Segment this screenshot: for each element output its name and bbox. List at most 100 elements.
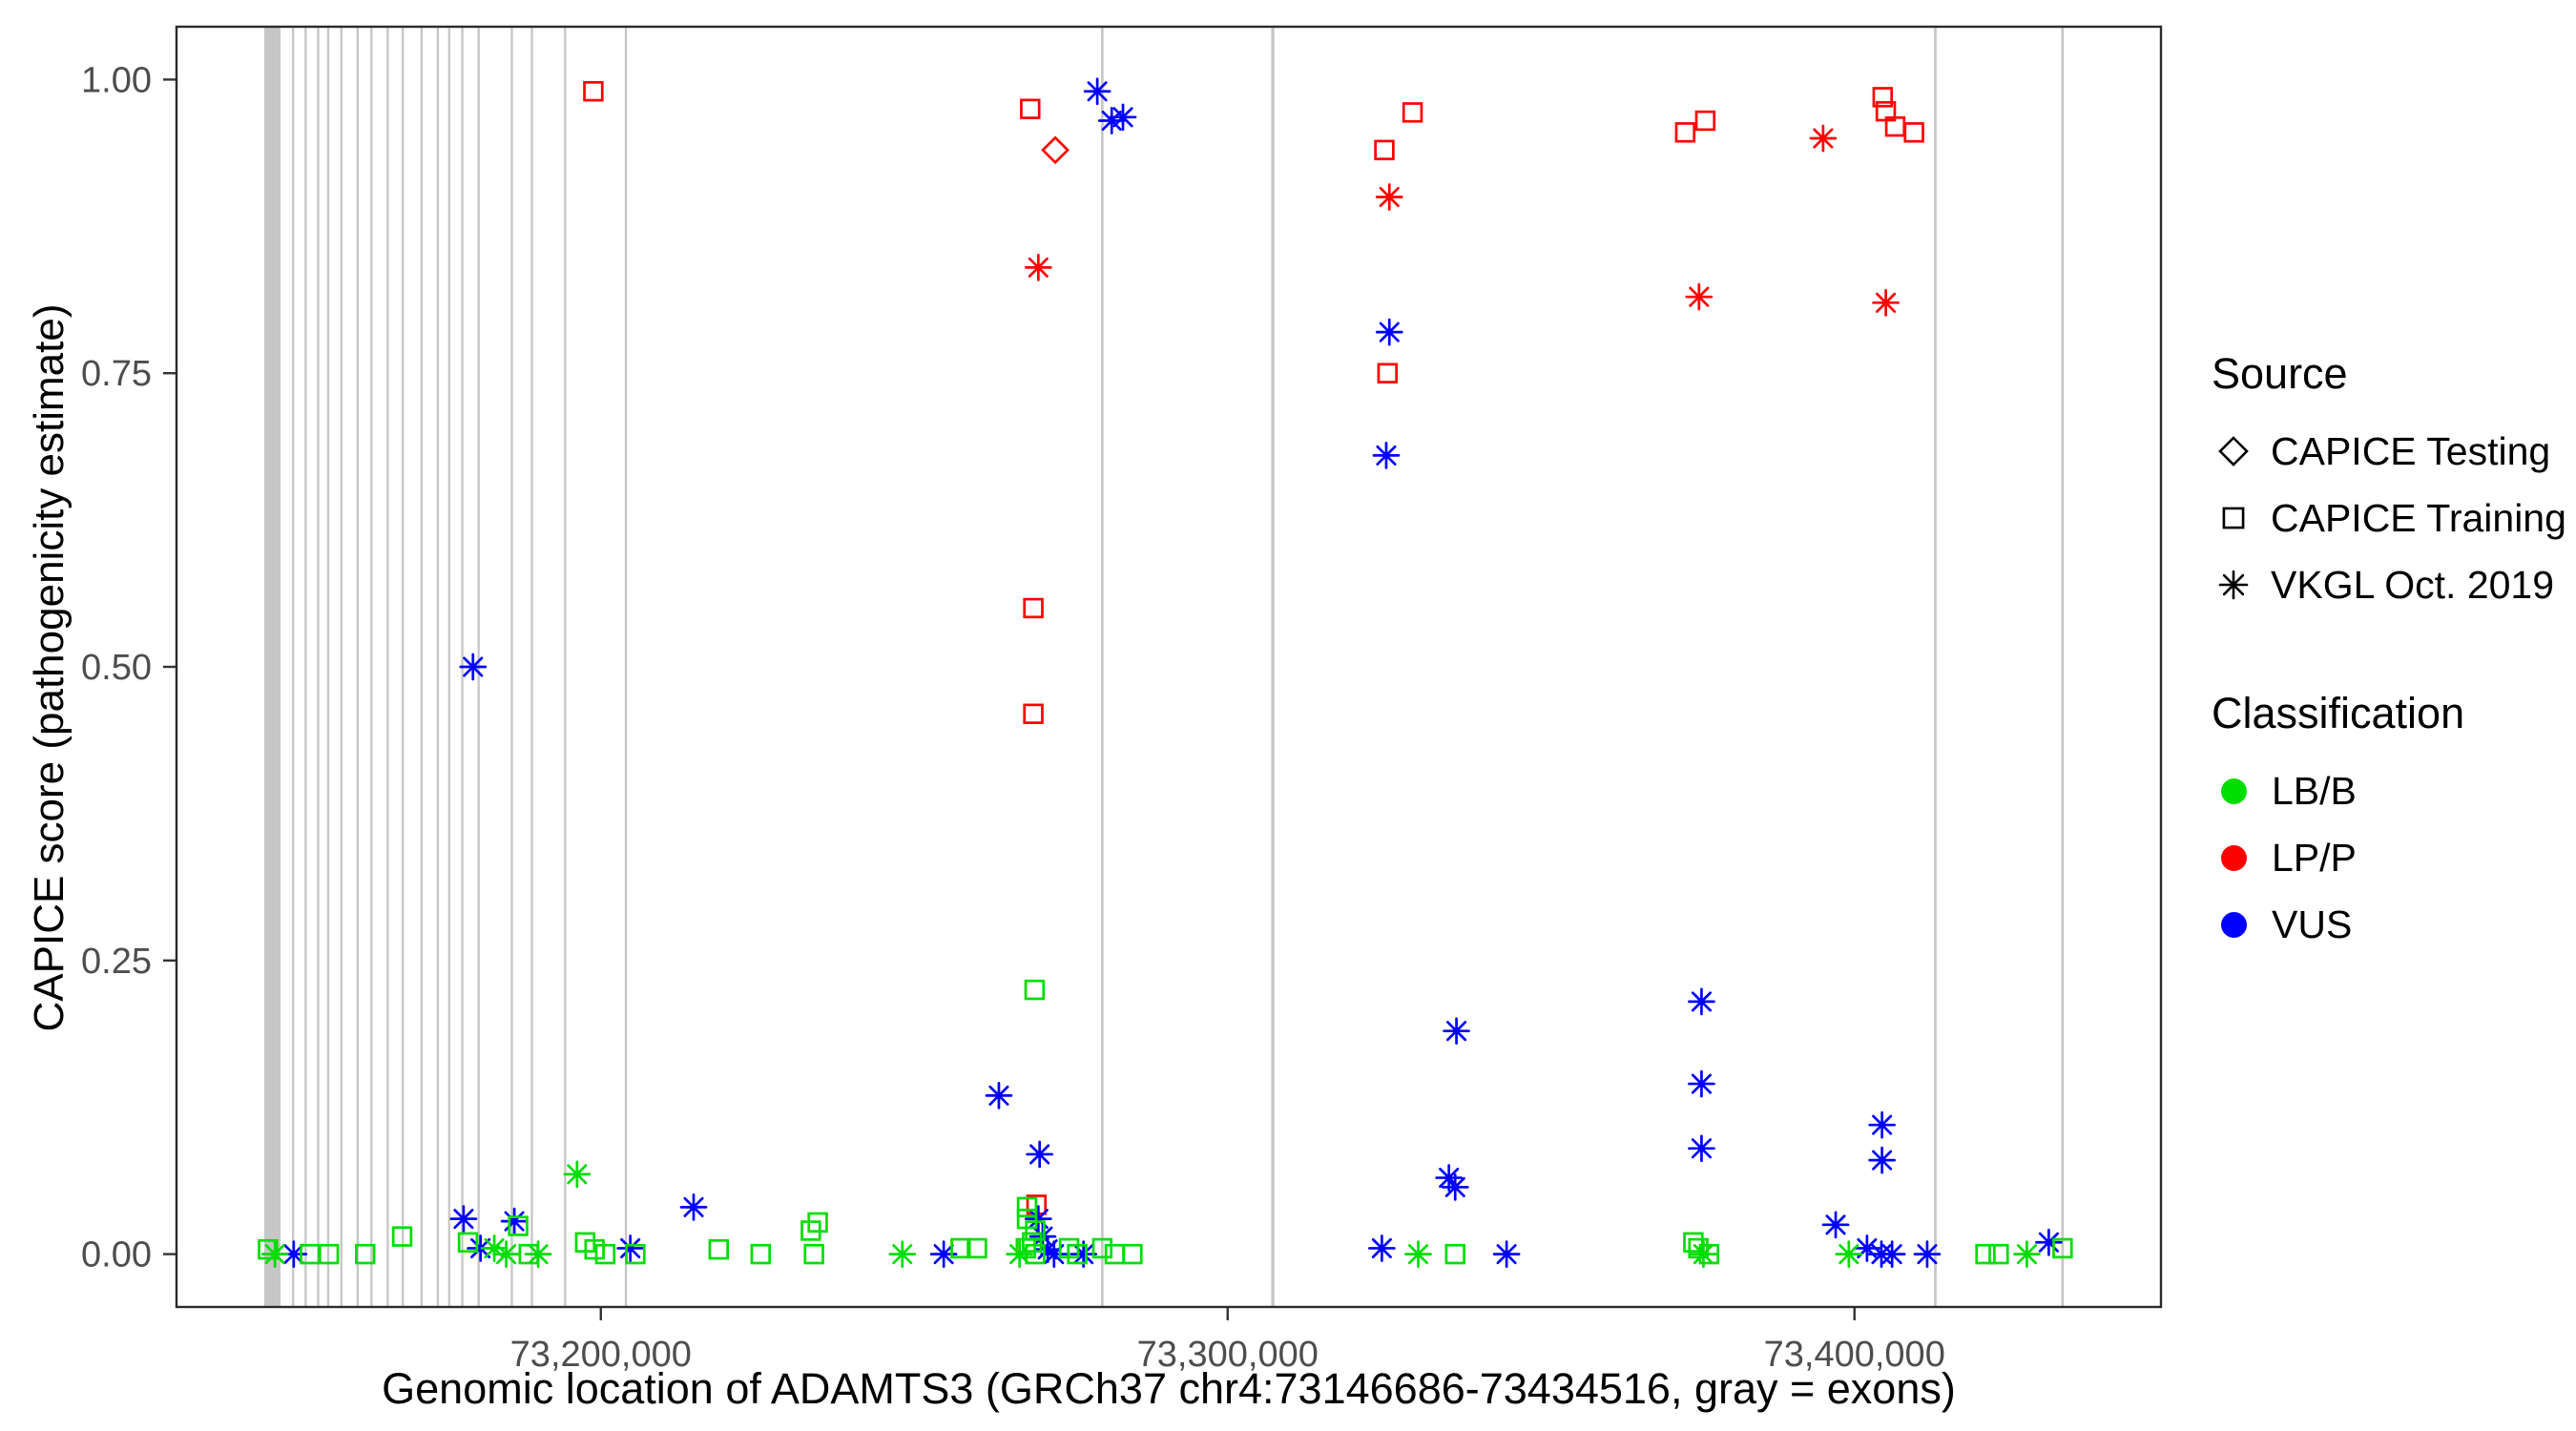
- data-point: [1025, 1205, 1052, 1234]
- data-point: [1104, 1243, 1126, 1265]
- data-point: [966, 1237, 987, 1259]
- y-tick-label: 0.75: [81, 354, 152, 394]
- y-tick-label: 0.25: [81, 942, 152, 982]
- data-point: [1091, 1237, 1113, 1259]
- data-point: [1878, 1240, 1906, 1268]
- exon-line: [624, 27, 628, 1307]
- exon-line: [436, 27, 440, 1307]
- data-point: [1375, 183, 1403, 211]
- exon-line: [1271, 27, 1275, 1307]
- legend-source-title: Source: [2212, 349, 2348, 398]
- data-point: [803, 1243, 824, 1265]
- legend-item-label: CAPICE Training: [2271, 495, 2566, 540]
- data-point: [1026, 1140, 1054, 1169]
- exon-line: [386, 27, 389, 1307]
- data-point: [1122, 1243, 1143, 1265]
- data-point: [1067, 1243, 1088, 1265]
- data-point: [500, 1207, 529, 1235]
- data-point: [1377, 363, 1398, 384]
- data-point: [467, 1234, 494, 1262]
- x-axis-title: Genomic location of ADAMTS3 (GRCh37 chr4…: [382, 1364, 1956, 1413]
- data-point: [679, 1193, 708, 1221]
- data-point: [524, 1240, 552, 1268]
- data-point: [616, 1234, 645, 1262]
- data-point: [2222, 507, 2245, 529]
- data-point: [1444, 1243, 1465, 1265]
- y-tick-label: 0.00: [81, 1235, 152, 1275]
- data-point: [355, 1243, 376, 1265]
- exon-line: [447, 27, 450, 1307]
- data-point: [1368, 1234, 1396, 1262]
- legend-item-vkgl: VKGL Oct. 2019: [2212, 551, 2574, 618]
- data-point: [280, 1240, 308, 1268]
- data-point: [508, 1215, 529, 1236]
- panel-border: [175, 25, 2163, 1309]
- data-point: [1690, 1240, 1717, 1268]
- data-point: [1441, 1173, 1469, 1201]
- data-point: [1097, 107, 1126, 135]
- data-point: [1023, 703, 1044, 724]
- data-point: [1809, 124, 1838, 153]
- data-point: [1913, 1240, 1942, 1268]
- data-point: [1872, 288, 1900, 317]
- data-point: [2218, 570, 2249, 600]
- data-point: [260, 1240, 289, 1268]
- asterisk-icon: [2218, 570, 2249, 600]
- y-axis-title: CAPICE score (pathogenicity estimate): [26, 303, 73, 1032]
- data-point: [625, 1243, 646, 1265]
- data-point: [1835, 1240, 1863, 1268]
- data-point: [1853, 1234, 1881, 1262]
- data-point: [563, 1160, 592, 1189]
- legend-item-vus: VUS: [2212, 891, 2574, 958]
- data-point: [584, 1238, 605, 1260]
- data-point: [1028, 1222, 1057, 1251]
- data-point: [1872, 87, 1894, 108]
- data-point: [2052, 1237, 2073, 1259]
- exon-line: [530, 27, 533, 1307]
- data-point: [1070, 1240, 1097, 1268]
- legend-item-capice-testing: CAPICE Testing: [2212, 418, 2574, 485]
- x-tick-label: 73,400,000: [1764, 1335, 1945, 1375]
- exon-line: [263, 27, 281, 1307]
- exon-line: [420, 27, 424, 1307]
- legend-item-capice-training: CAPICE Training: [2212, 485, 2574, 551]
- data-point: [950, 1237, 971, 1259]
- data-point: [1685, 282, 1714, 311]
- data-point: [1025, 254, 1052, 281]
- data-point: [1435, 1164, 1464, 1192]
- data-point: [1694, 110, 1716, 132]
- data-point: [1083, 77, 1111, 106]
- data-point: [985, 1082, 1013, 1110]
- exon-line: [292, 27, 295, 1307]
- data-point: [807, 1212, 828, 1234]
- legend-item-label: CAPICE Testing: [2271, 428, 2551, 473]
- data-point: [1688, 1237, 1709, 1259]
- data-point: [750, 1243, 772, 1265]
- legend-item-label: VKGL Oct. 2019: [2271, 562, 2555, 607]
- data-point: [1372, 442, 1401, 469]
- legend-item-label: LB/B: [2272, 768, 2357, 813]
- exon-line: [1934, 27, 1937, 1307]
- data-point: [1868, 1146, 1896, 1174]
- data-point: [1688, 987, 1715, 1016]
- legend-item-lbb: LB/B: [2212, 757, 2574, 824]
- data-point: [929, 1240, 958, 1268]
- data-point: [1492, 1240, 1521, 1268]
- data-point: [888, 1240, 917, 1268]
- data-point: [2035, 1228, 2063, 1256]
- data-point: [391, 1226, 413, 1247]
- data-point: [1975, 1243, 1996, 1265]
- y-tick-label: 0.50: [81, 648, 152, 688]
- data-point: [492, 1240, 520, 1268]
- data-point: [459, 653, 488, 681]
- exon-line: [564, 27, 567, 1307]
- data-point: [1375, 318, 1403, 346]
- exon-line: [317, 27, 320, 1307]
- exon-line: [1101, 27, 1104, 1307]
- x-tick-label: 73,200,000: [510, 1335, 692, 1375]
- data-point: [1374, 139, 1395, 160]
- data-point: [1109, 103, 1137, 132]
- data-point: [594, 1243, 616, 1265]
